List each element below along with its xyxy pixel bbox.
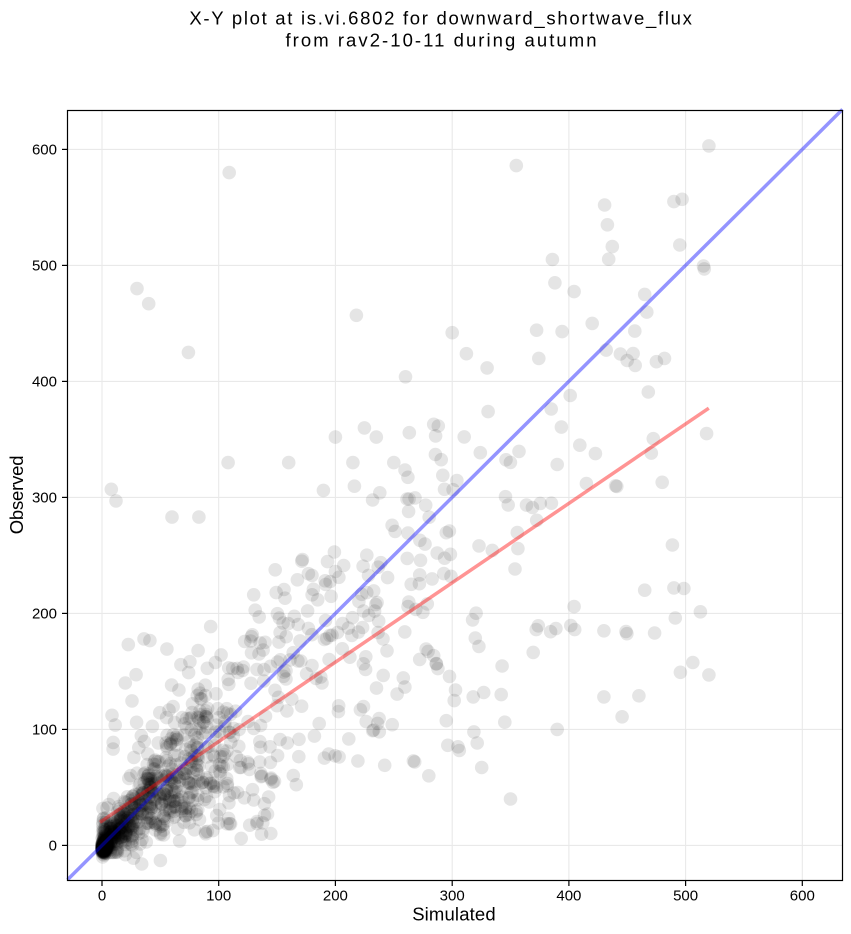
svg-text:0: 0 bbox=[98, 888, 106, 905]
svg-text:400: 400 bbox=[556, 888, 581, 905]
svg-text:400: 400 bbox=[32, 374, 57, 391]
svg-text:X-Y plot at is.vi.6802 for dow: X-Y plot at is.vi.6802 for downward_shor… bbox=[189, 8, 693, 30]
svg-text:Simulated: Simulated bbox=[412, 904, 496, 925]
svg-text:0: 0 bbox=[49, 838, 57, 855]
svg-text:600: 600 bbox=[32, 142, 57, 159]
svg-text:100: 100 bbox=[32, 722, 57, 739]
svg-text:500: 500 bbox=[32, 258, 57, 275]
svg-text:300: 300 bbox=[440, 888, 465, 905]
svg-text:300: 300 bbox=[32, 490, 57, 507]
svg-text:600: 600 bbox=[790, 888, 815, 905]
svg-text:from rav2-10-11 during autumn: from rav2-10-11 during autumn bbox=[285, 30, 598, 51]
svg-text:500: 500 bbox=[673, 888, 698, 905]
svg-text:Observed: Observed bbox=[6, 456, 27, 535]
svg-text:200: 200 bbox=[32, 606, 57, 623]
svg-text:100: 100 bbox=[206, 888, 231, 905]
svg-text:200: 200 bbox=[323, 888, 348, 905]
